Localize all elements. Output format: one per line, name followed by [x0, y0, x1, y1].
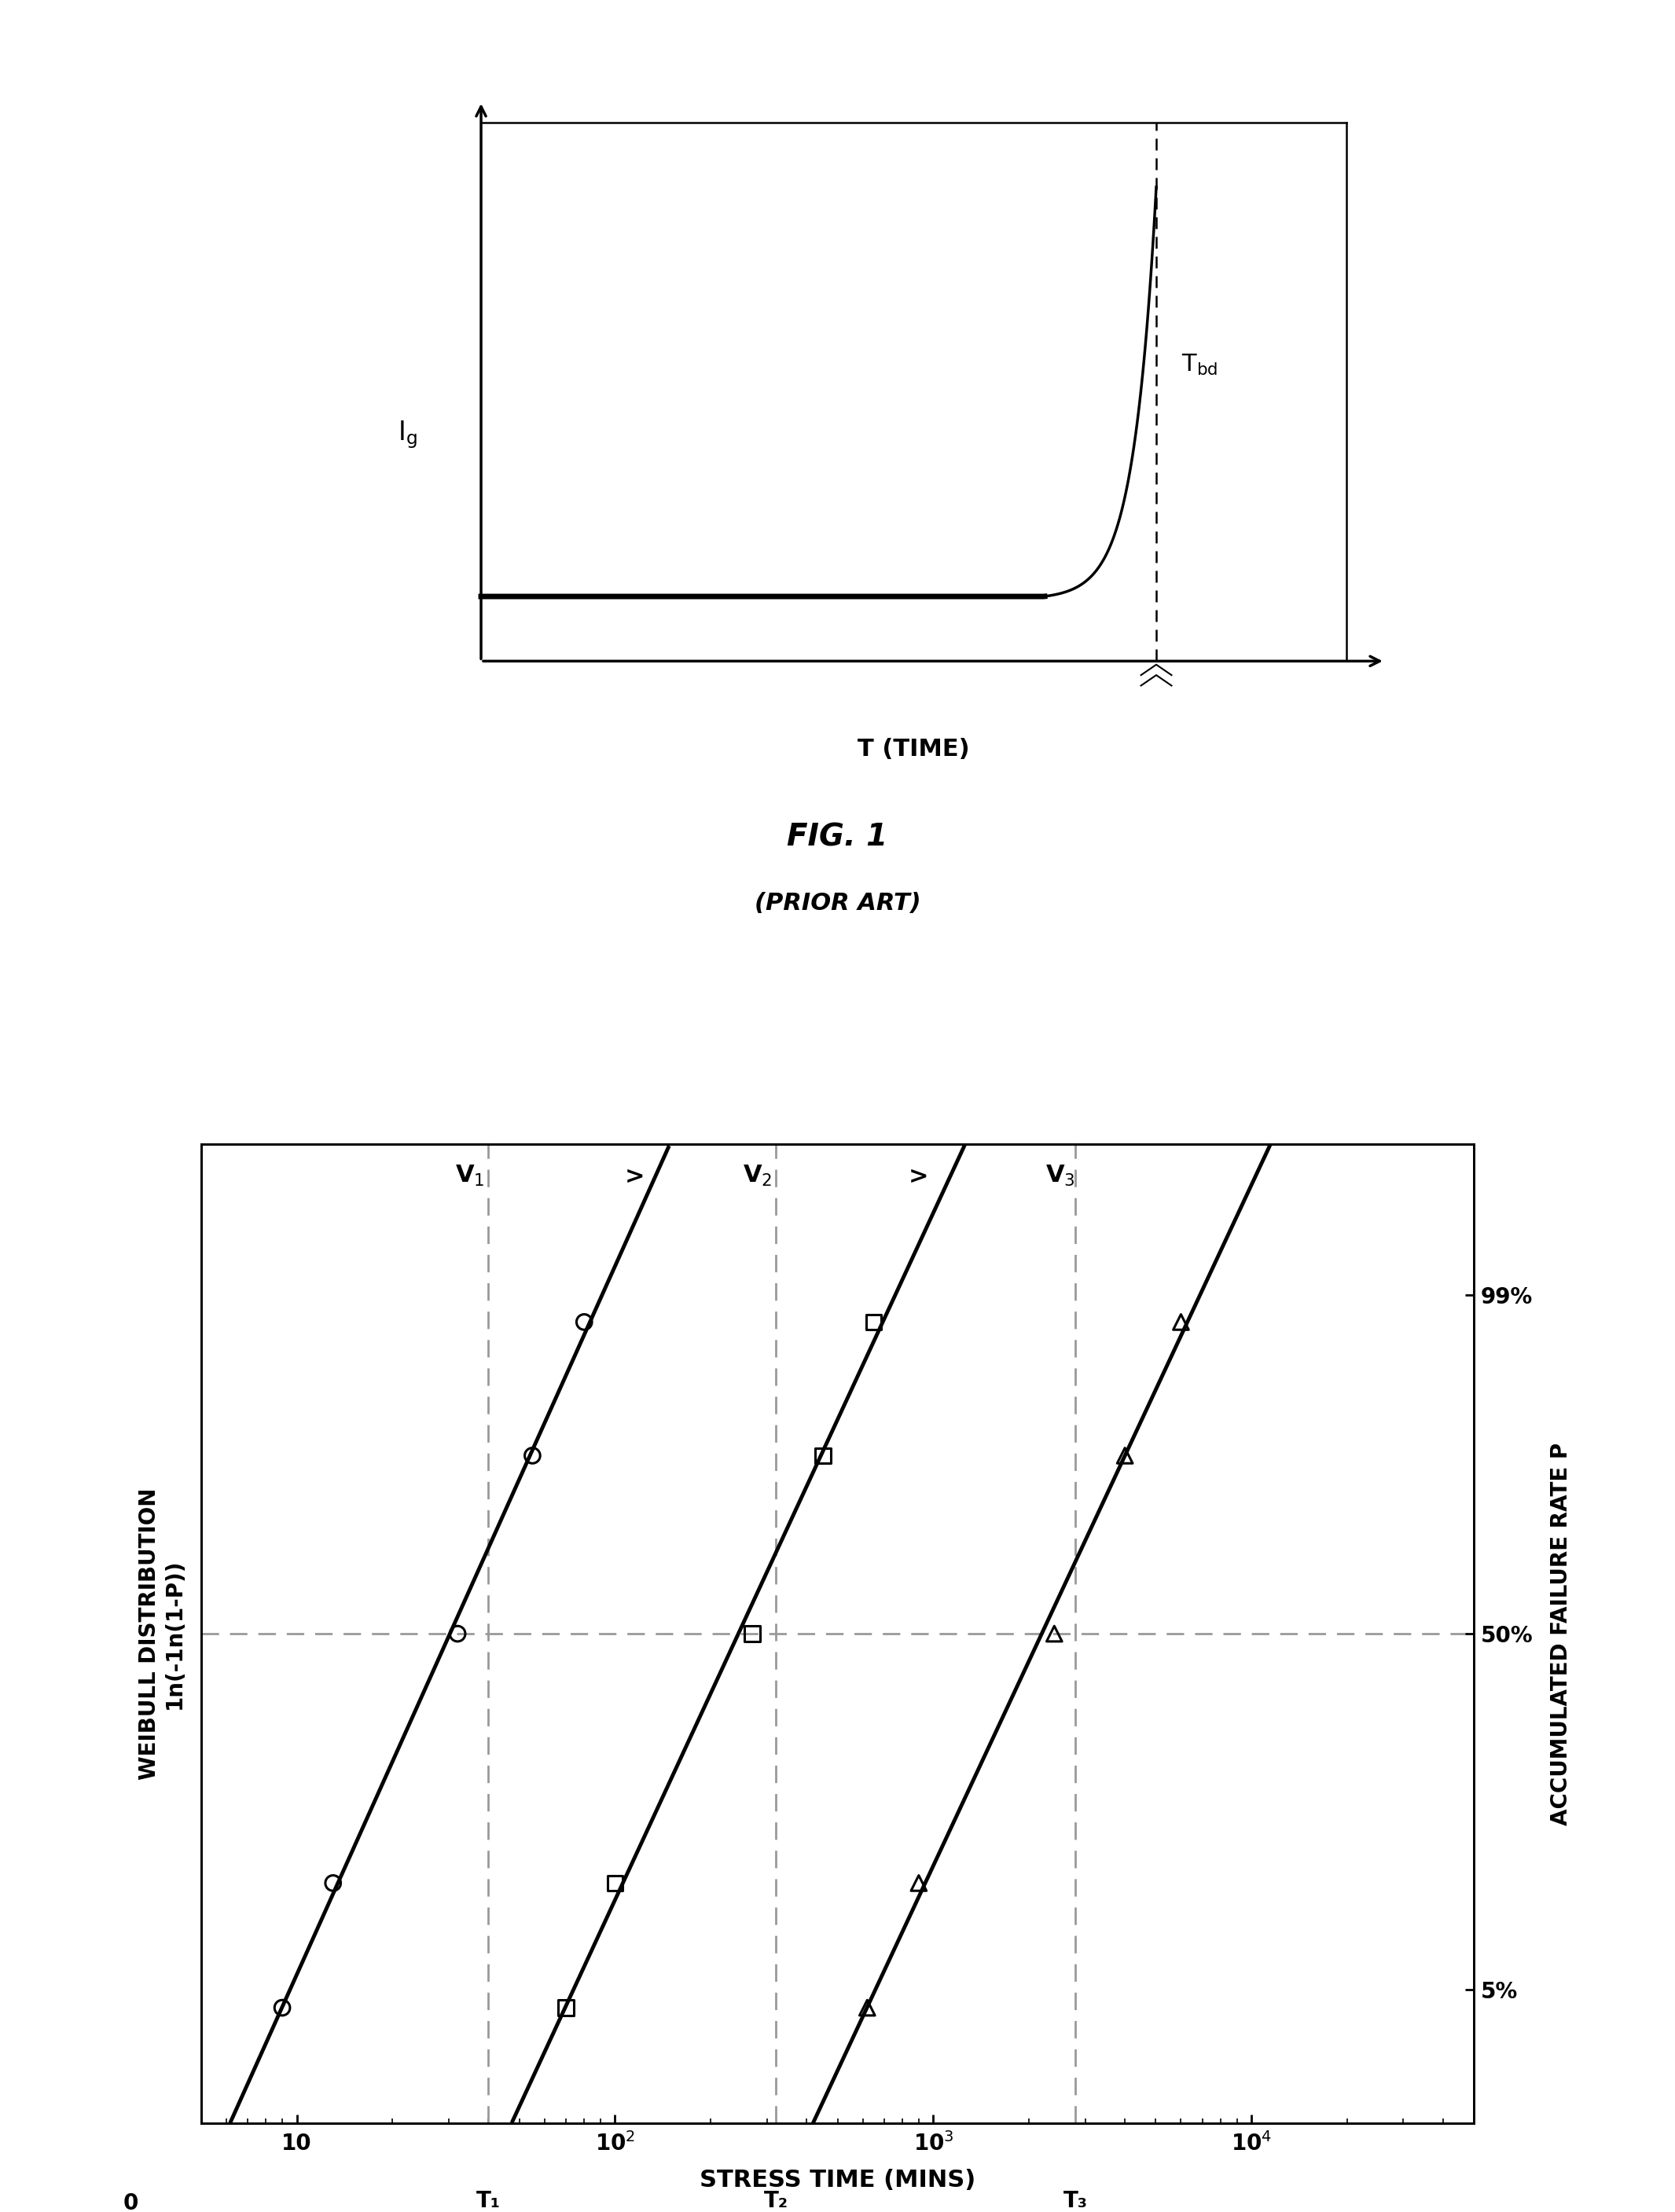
- Text: T$_{\mathregular{bd}}$: T$_{\mathregular{bd}}$: [1183, 352, 1218, 376]
- Text: T₁: T₁: [476, 2190, 501, 2212]
- Point: [861, 1305, 888, 1340]
- Point: [1040, 1617, 1067, 1652]
- Text: T₂: T₂: [764, 2190, 787, 2212]
- X-axis label: STRESS TIME (MINS): STRESS TIME (MINS): [700, 2168, 975, 2192]
- Text: >: >: [910, 1166, 928, 1188]
- Y-axis label: ACCUMULATED FAILURE RATE P: ACCUMULATED FAILURE RATE P: [1551, 1442, 1573, 1825]
- Text: >: >: [625, 1166, 645, 1188]
- Point: [601, 1865, 628, 1900]
- Point: [444, 1617, 471, 1652]
- Point: [1112, 1438, 1139, 1473]
- Point: [854, 1991, 881, 2026]
- Point: [1167, 1305, 1194, 1340]
- Point: [519, 1438, 546, 1473]
- Text: V$_3$: V$_3$: [1045, 1164, 1075, 1188]
- Text: FIG. 1: FIG. 1: [787, 823, 888, 852]
- Text: 0: 0: [124, 2192, 139, 2212]
- Point: [739, 1617, 765, 1652]
- Text: (PRIOR ART): (PRIOR ART): [754, 891, 921, 916]
- Point: [906, 1865, 933, 1900]
- Point: [553, 1991, 580, 2026]
- Point: [571, 1305, 598, 1340]
- Text: I$_{\mathregular{g}}$: I$_{\mathregular{g}}$: [399, 420, 417, 451]
- Y-axis label: WEIBULL DISTRIBUTION
1n(-1n(1-P)): WEIBULL DISTRIBUTION 1n(-1n(1-P)): [139, 1489, 186, 1781]
- Point: [320, 1865, 347, 1900]
- Point: [809, 1438, 836, 1473]
- Text: T (TIME): T (TIME): [858, 739, 970, 761]
- Text: V$_2$: V$_2$: [742, 1164, 772, 1188]
- Text: V$_1$: V$_1$: [456, 1164, 484, 1188]
- Text: T₃: T₃: [1064, 2190, 1087, 2212]
- Point: [270, 1991, 296, 2026]
